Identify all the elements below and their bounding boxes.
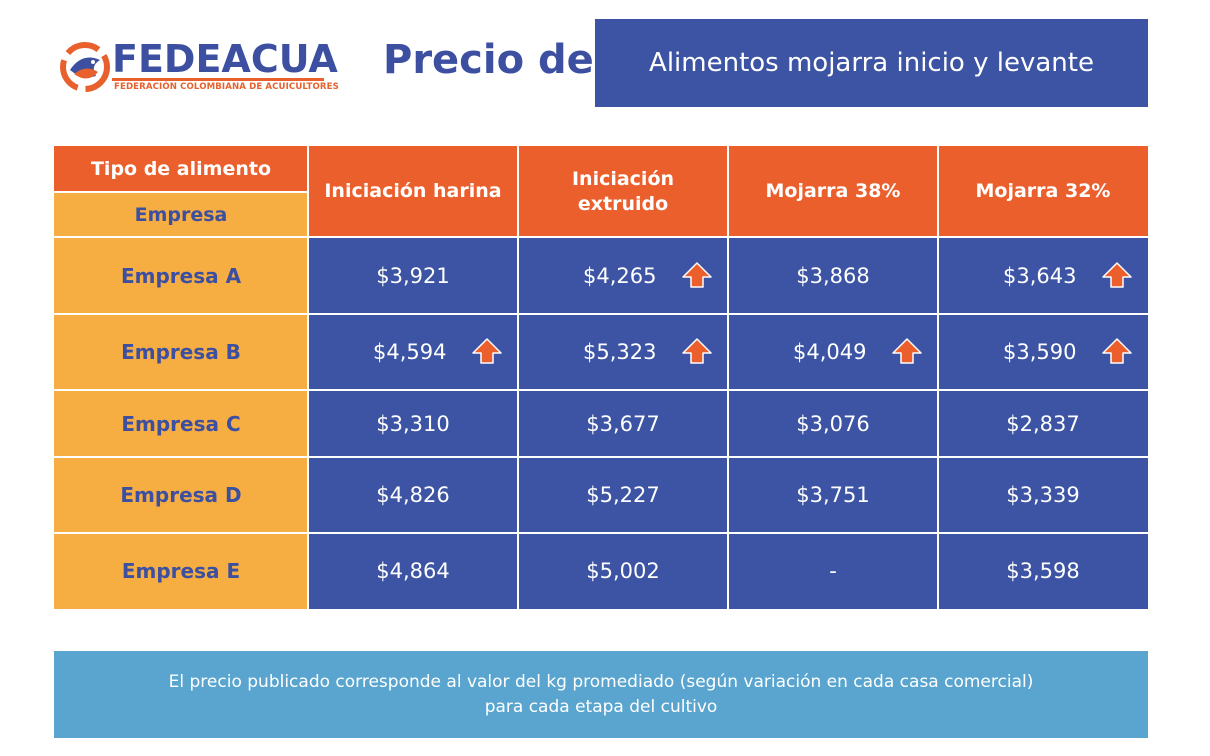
- price-value: $3,339: [1006, 483, 1080, 507]
- arrow-up-icon: [1102, 338, 1132, 364]
- footer-line-1: El precio publicado corresponde al valor…: [168, 671, 1034, 692]
- column-header: Iniciación extruido: [518, 146, 728, 237]
- title-banner: Alimentos mojarra inicio y levante: [595, 19, 1148, 107]
- price-cell: $3,643: [938, 237, 1148, 314]
- grid-line-vertical: [727, 146, 729, 609]
- row-label: Empresa D: [54, 457, 308, 533]
- price-value: $5,227: [586, 483, 660, 507]
- column-header-line: Mojarra 38%: [765, 180, 901, 202]
- price-value: $3,590: [1003, 340, 1077, 364]
- column-header-label: Mojarra 32%: [976, 179, 1111, 204]
- arrow-up-icon: [1102, 261, 1132, 288]
- footer-note: El precio publicado corresponde al valor…: [54, 651, 1148, 738]
- grid-line-vertical: [937, 146, 939, 609]
- price-cell: $3,076: [728, 390, 938, 457]
- price-cell: $3,590: [938, 314, 1148, 390]
- price-cell: $4,265: [518, 237, 728, 314]
- price-cell: $4,594: [308, 314, 518, 390]
- price-value: $3,868: [796, 263, 870, 288]
- column-header: Iniciación harina: [308, 146, 518, 237]
- price-cell: -: [728, 533, 938, 609]
- price-value: $3,921: [376, 263, 450, 288]
- price-value: $4,826: [376, 483, 450, 507]
- price-value: -: [829, 559, 837, 583]
- price-value: $4,594: [373, 340, 447, 364]
- price-value: $3,076: [796, 411, 870, 436]
- price-cell: $5,227: [518, 457, 728, 533]
- price-cell: $2,837: [938, 390, 1148, 457]
- footer-line-2: para cada etapa del cultivo: [484, 696, 718, 717]
- page-title: Alimentos mojarra inicio y levante: [649, 48, 1094, 78]
- price-table: Tipo de alimento Empresa Iniciación harina…: [54, 146, 1148, 609]
- price-value: $4,049: [793, 340, 867, 364]
- header-tipo-de-alimento: Tipo de alimento: [54, 146, 308, 192]
- price-cell: $3,868: [728, 237, 938, 314]
- price-cell: $3,751: [728, 457, 938, 533]
- price-value: $2,837: [1006, 411, 1080, 436]
- grid-line-horizontal: [54, 456, 1148, 458]
- column-header-line: Iniciación: [571, 167, 675, 190]
- row-label: Empresa A: [54, 237, 308, 314]
- column-header: Mojarra 32%: [938, 146, 1148, 237]
- grid-line-horizontal: [54, 532, 1148, 534]
- price-cell: $5,323: [518, 314, 728, 390]
- grid-line-corner-split: [54, 191, 308, 193]
- grid-line-horizontal: [54, 313, 1148, 315]
- column-header-line: Iniciación harina: [324, 180, 502, 202]
- price-cell: $3,310: [308, 390, 518, 457]
- price-cell: $5,002: [518, 533, 728, 609]
- column-header-label: Iniciación extruido: [572, 167, 674, 217]
- row-label: Empresa B: [54, 314, 308, 390]
- arrow-up-icon: [892, 338, 922, 364]
- price-value: $3,310: [376, 411, 450, 436]
- logo-underline: [112, 78, 324, 81]
- price-value: $3,643: [1003, 263, 1077, 288]
- row-label: Empresa E: [54, 533, 308, 609]
- fedeacua-logo: FEDEACUA FEDERACIÓN COLOMBIANA DE ACUICU…: [58, 37, 339, 96]
- column-header-line: Mojarra 32%: [975, 180, 1111, 202]
- arrow-up-icon: [682, 261, 712, 288]
- price-cell: $4,049: [728, 314, 938, 390]
- price-value: $4,864: [376, 559, 450, 583]
- grid-line-vertical: [517, 146, 519, 609]
- column-header-label: Iniciación harina: [324, 179, 501, 204]
- price-value: $3,598: [1006, 559, 1080, 583]
- price-cell: $3,677: [518, 390, 728, 457]
- price-value: $3,751: [796, 483, 870, 507]
- fish-emblem-icon: [60, 42, 110, 92]
- price-cell: $3,598: [938, 533, 1148, 609]
- title-prefix: Precio de: [383, 37, 594, 83]
- column-header: Mojarra 38%: [728, 146, 938, 237]
- arrow-up-icon: [472, 338, 502, 364]
- header-empresa: Empresa: [54, 192, 308, 237]
- logo-wordmark: FEDEACUA: [112, 37, 338, 81]
- arrow-up-icon: [682, 338, 712, 364]
- column-header-line: extruido: [577, 192, 669, 215]
- logo-subtitle: FEDERACIÓN COLOMBIANA DE ACUICULTORES: [114, 82, 339, 92]
- row-label: Empresa C: [54, 390, 308, 457]
- price-cell: $3,339: [938, 457, 1148, 533]
- price-value: $3,677: [586, 411, 660, 436]
- price-cell: $4,826: [308, 457, 518, 533]
- price-value: $5,323: [583, 340, 657, 364]
- price-value: $5,002: [586, 559, 660, 583]
- grid-line-horizontal: [54, 236, 1148, 238]
- price-cell: $3,921: [308, 237, 518, 314]
- price-value: $4,265: [583, 263, 657, 288]
- grid-line-vertical: [307, 146, 309, 609]
- price-cell: $4,864: [308, 533, 518, 609]
- column-header-label: Mojarra 38%: [766, 179, 901, 204]
- grid-line-horizontal: [54, 389, 1148, 391]
